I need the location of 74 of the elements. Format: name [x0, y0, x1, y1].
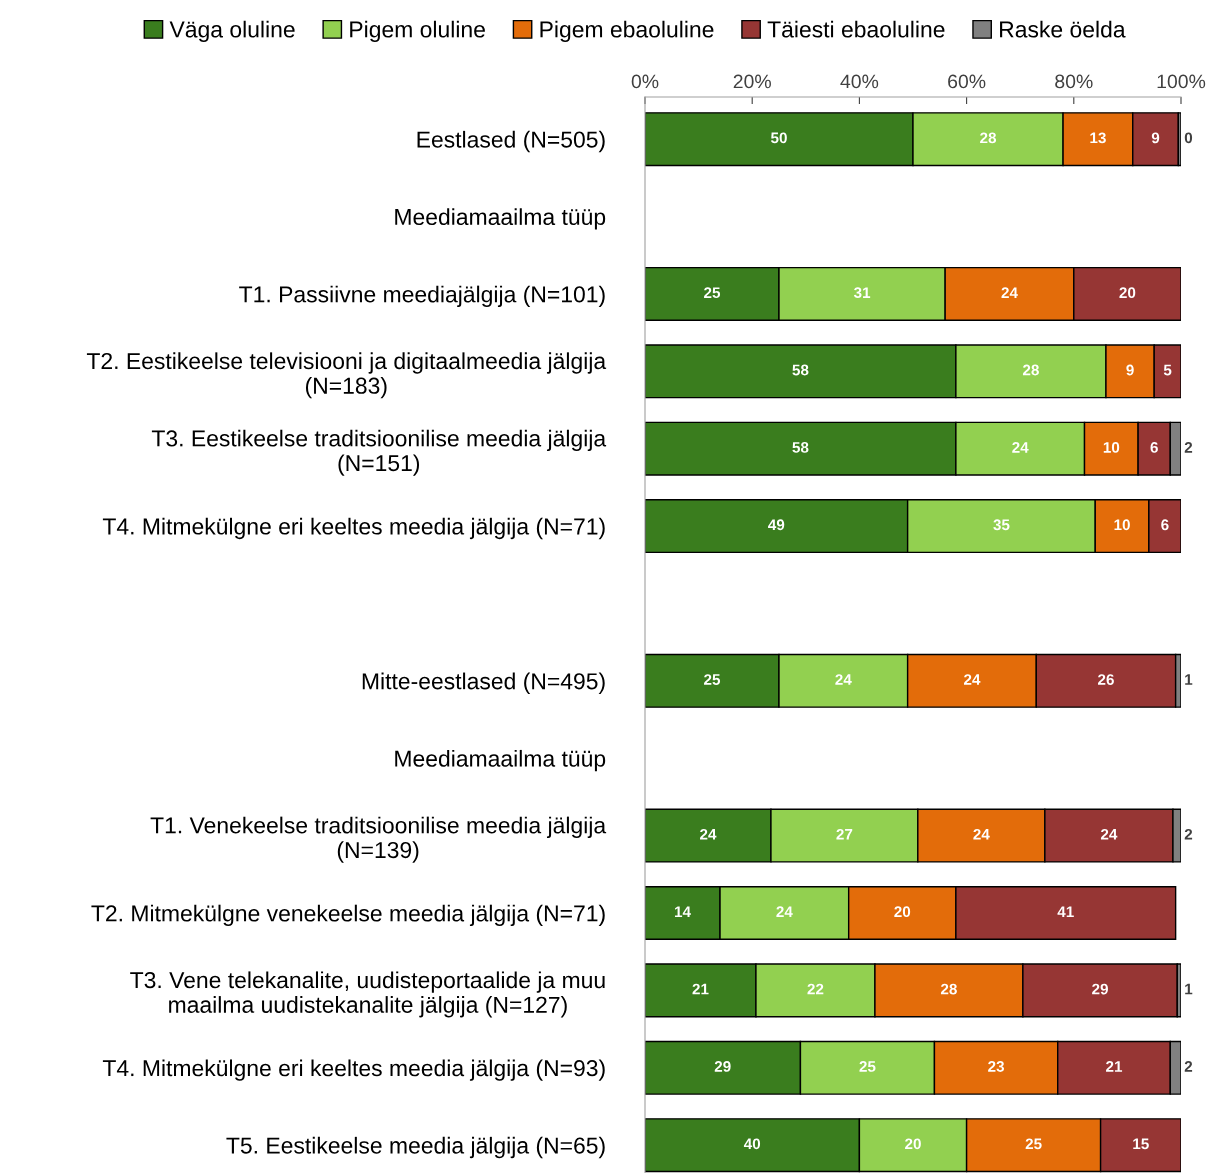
data-label: 24 — [776, 906, 793, 917]
y-tick-label: Meediamaailma tüüp — [395, 208, 606, 230]
y-tick-label: T3. Vene telekanalite, uudisteportaalide ja muu maailma uudistekanalite jälgija (N=127) — [130, 971, 605, 1018]
data-label: 20 — [1119, 287, 1136, 299]
data-label: 29 — [714, 1061, 731, 1072]
data-label: 9 — [1151, 132, 1160, 144]
data-label: 40 — [743, 1138, 761, 1150]
data-label: 15 — [1133, 1138, 1149, 1150]
data-label: 24 — [963, 674, 981, 685]
data-label: 41 — [1057, 906, 1074, 917]
data-label: 1 — [1185, 674, 1193, 685]
data-label: 35 — [993, 519, 1010, 531]
legend-label: Raske öelda — [1000, 20, 1126, 38]
legend-label: Pigem oluline — [350, 20, 485, 43]
data-label: 50 — [770, 132, 787, 144]
data-label: 2 — [1184, 441, 1193, 453]
data-label: 9 — [1126, 364, 1134, 376]
data-label: 21 — [692, 983, 709, 995]
data-label: 28 — [1022, 364, 1039, 376]
data-label: 10 — [1114, 519, 1130, 531]
data-label: 25 — [859, 1061, 876, 1072]
y-tick-label: Mitte-eestlased (N=495) — [362, 672, 605, 694]
data-label: 13 — [1090, 132, 1106, 144]
x-tick-label: 60% — [948, 74, 986, 89]
data-label: 20 — [905, 1138, 921, 1150]
y-tick-label: T1. Venekeelse traditsioonilise meedia jälgija (N=139) — [150, 816, 607, 863]
data-label: 28 — [940, 983, 957, 995]
y-tick-label: T5. Eestikeelse meedia jälgija (N=65) — [226, 1136, 605, 1159]
data-label: 0 — [1184, 132, 1193, 144]
data-label: 49 — [768, 519, 785, 531]
data-label: 25 — [1025, 1138, 1042, 1150]
data-label: 24 — [1012, 441, 1029, 453]
x-tick-label: 80% — [1055, 74, 1093, 89]
data-label: 25 — [704, 287, 721, 299]
data-label: 21 — [1106, 1061, 1123, 1072]
data-label: 25 — [704, 674, 721, 685]
data-label: 29 — [1092, 983, 1108, 995]
y-tick-label: Eestlased (N=505) — [417, 130, 605, 153]
legend-label: Pigem ebaoluline — [540, 20, 714, 43]
data-label: 6 — [1161, 519, 1169, 531]
data-label: 31 — [853, 287, 871, 299]
data-label: 1 — [1185, 983, 1193, 995]
legend-label: Täiesti ebaoluline — [767, 20, 945, 38]
data-label: 58 — [792, 441, 809, 453]
data-label: 27 — [836, 828, 853, 840]
data-label: 28 — [980, 132, 997, 144]
data-label: 6 — [1150, 441, 1158, 453]
y-tick-label: T1. Passiivne meediajälgija (N=101) — [239, 285, 605, 307]
y-tick-label: T3. Eestikeelse traditsioonilise meedia jälgija (N=151) — [151, 429, 607, 476]
data-label: 2 — [1184, 828, 1193, 840]
y-tick-label: Meediamaailma tüüp — [395, 749, 606, 772]
x-tick-label: 0% — [631, 74, 659, 89]
data-label: 14 — [674, 906, 691, 917]
x-tick-label: 100% — [1157, 74, 1206, 89]
y-tick-label: T4. Mitmekülgne eri keeltes meedia jälgija (N=93) — [102, 1059, 605, 1081]
legend-label: Väga oluline — [169, 20, 295, 43]
x-tick-label: 40% — [840, 74, 879, 89]
x-tick-label: 20% — [733, 74, 771, 89]
data-label: 10 — [1103, 441, 1120, 453]
y-tick-label: T2. Eestikeelse televisiooni ja digitaalmeedia jälgija (N=183) — [86, 352, 607, 399]
data-label: 26 — [1097, 674, 1114, 685]
data-label: 22 — [807, 983, 824, 995]
data-label: 58 — [792, 364, 809, 376]
data-label: 24 — [1001, 287, 1018, 298]
y-tick-label: T2. Mitmekülgne venekeelse meedia jälgija (N=71) — [91, 904, 605, 927]
data-label: 2 — [1184, 1061, 1193, 1072]
data-label: 20 — [894, 906, 911, 918]
data-label: 23 — [988, 1061, 1005, 1072]
y-tick-label: T4. Mitmekülgne eri keeltes meedia jälgija (N=71) — [102, 517, 605, 540]
data-label: 5 — [1163, 364, 1172, 376]
data-label: 24 — [700, 828, 717, 840]
data-label: 24 — [835, 674, 852, 685]
data-label: 24 — [973, 828, 990, 840]
data-label: 24 — [1100, 828, 1118, 840]
